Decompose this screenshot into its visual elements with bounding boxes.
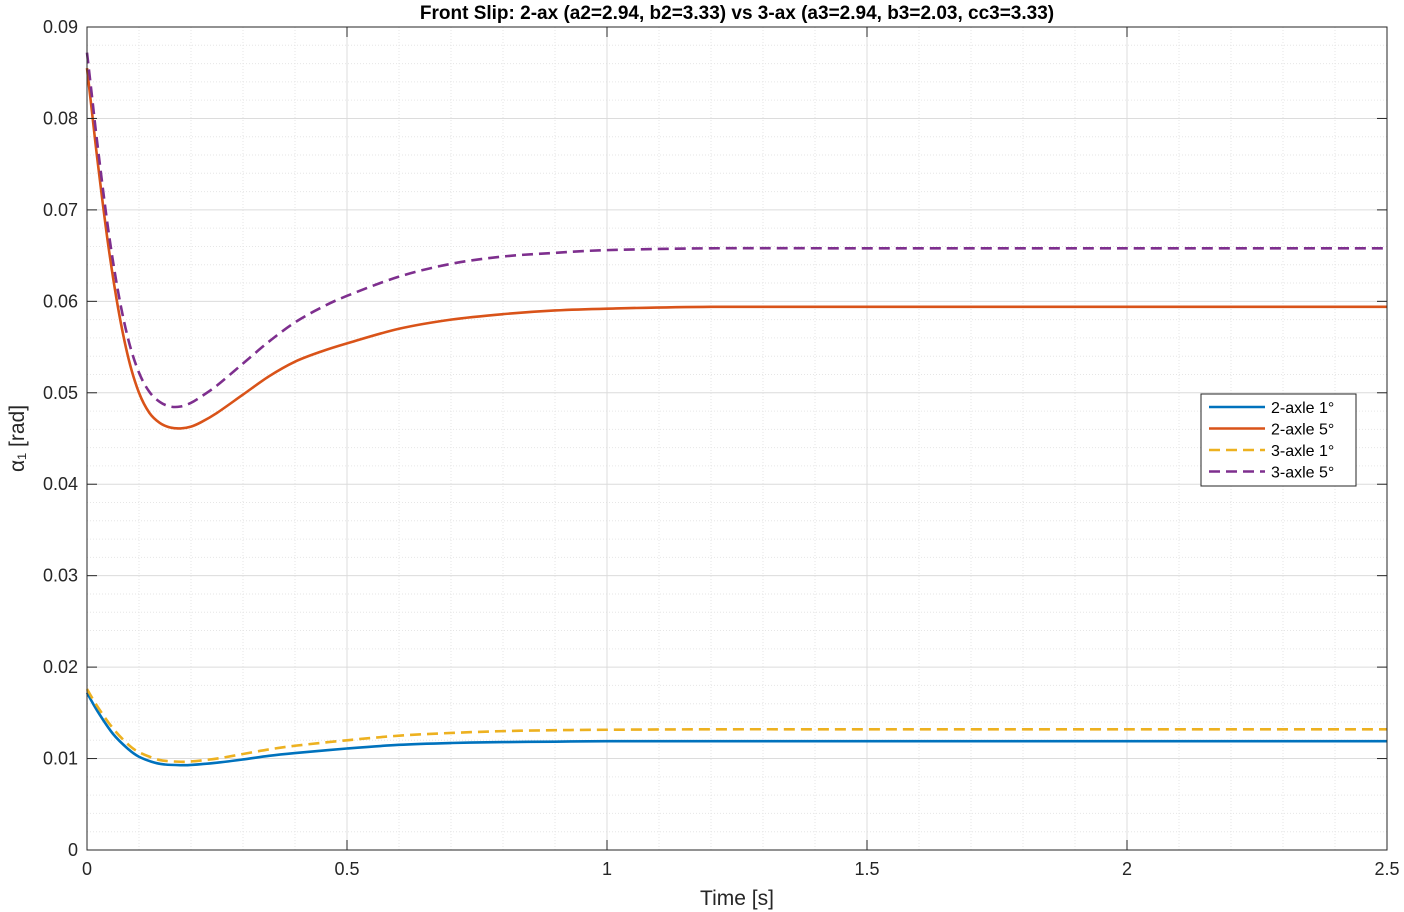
x-tick-label: 0 <box>82 859 92 879</box>
y-tick-label: 0.06 <box>43 291 78 311</box>
y-tick-label: 0.04 <box>43 474 78 494</box>
plot-area <box>87 27 1387 850</box>
y-tick-label: 0.07 <box>43 200 78 220</box>
x-tick-labels: 0 0.5 1 1.5 2 2.5 <box>82 859 1400 879</box>
legend-entry-label: 2-axle 1° <box>1271 400 1334 417</box>
series-line-3 <box>85 688 1387 764</box>
legend-entry-label: 3-axle 1° <box>1271 443 1334 460</box>
x-tick-label: 1 <box>602 859 612 879</box>
x-tick-label: 2.5 <box>1374 859 1399 879</box>
x-tick-label: 0.5 <box>334 859 359 879</box>
legend-entry-label: 3-axle 5° <box>1271 465 1334 482</box>
series-line-4 <box>85 52 1387 409</box>
x-axis-label: Time [s] <box>700 887 774 910</box>
y-tick-label: 0.09 <box>43 17 78 37</box>
y-axis-label: α₁ [rad] <box>6 405 29 472</box>
y-tick-label: 0.03 <box>43 566 78 586</box>
chart-title: Front Slip: 2-ax (a2=2.94, b2=3.33) vs 3… <box>420 3 1054 24</box>
minor-grid <box>87 27 1387 850</box>
y-tick-label: 0.02 <box>43 657 78 677</box>
plot-frame <box>86 26 1388 851</box>
x-tick-label: 2 <box>1122 859 1132 879</box>
y-tick-label: 0.08 <box>43 108 78 128</box>
series-line-2 <box>85 68 1387 430</box>
ticks <box>86 26 1388 851</box>
y-tick-label: 0 <box>68 840 78 860</box>
x-tick-label: 1.5 <box>854 859 879 879</box>
series-layer <box>85 52 1387 767</box>
y-tick-label: 0.01 <box>43 749 78 769</box>
series-line-1 <box>85 692 1387 767</box>
legend[interactable]: 2-axle 1° 2-axle 5° 3-axle 1° 3-axle 5° <box>1200 393 1357 487</box>
y-tick-labels: 0 0.01 0.02 0.03 0.04 0.05 0.06 0.07 0.08 0.09 <box>43 17 78 860</box>
y-tick-label: 0.05 <box>43 383 78 403</box>
legend-entry-label: 2-axle 5° <box>1271 422 1334 439</box>
